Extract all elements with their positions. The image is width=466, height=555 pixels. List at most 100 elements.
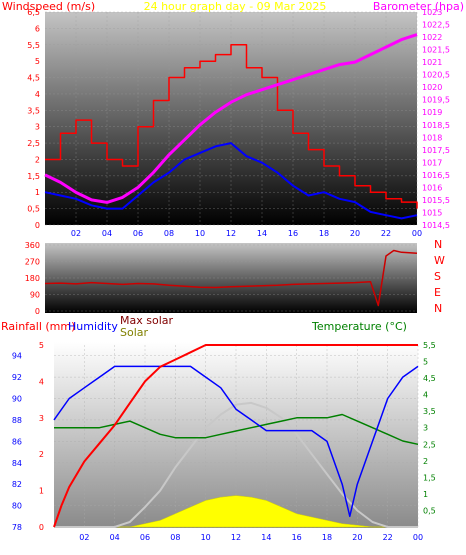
chart1-right-tick-label: 1016,5 — [422, 171, 450, 180]
chart1-x-ticks: 02 04 06 08 10 12 14 16 18 20 22 00 — [71, 229, 422, 238]
chart1-right-tick-label: 1018 — [422, 133, 442, 142]
chart1-right-tick-label: 1022,5 — [422, 21, 450, 30]
chart3-humidity-tick-label: 92 — [12, 373, 22, 382]
chart2-left-tick-label: 0 — [35, 307, 40, 316]
chart1-left-tick-label: 0 — [35, 221, 40, 230]
chart1-left-tick-label: 3,5 — [27, 106, 40, 115]
chart3-x-tick-label: 18 — [322, 533, 332, 542]
chart1-x-tick-label: 06 — [133, 229, 143, 238]
chart1-right-tick-label: 1023 — [422, 8, 442, 17]
chart1-right-tick-label: 1017 — [422, 158, 442, 167]
chart2-compass-label: E — [434, 286, 441, 299]
chart1-left-tick-label: 0,5 — [27, 205, 40, 214]
chart1-x-tick-label: 00 — [412, 229, 422, 238]
chart1-x-tick-label: 02 — [71, 229, 81, 238]
chart2-compass-label: S — [434, 270, 441, 283]
chart3-humidity-tick-label: 88 — [12, 416, 22, 425]
chart3-temperature-tick-label: 0,5 — [423, 506, 436, 515]
chart3-x-tick-label: 00 — [413, 533, 423, 542]
chart2-left-ticks: 0 90 180 270 360 — [25, 241, 40, 316]
chart3-x-tick-label: 04 — [110, 533, 120, 542]
humidity-series-line — [53, 365, 419, 518]
chart3-x-tick-label: 02 — [79, 533, 89, 542]
chart1-right-tick-label: 1017,5 — [422, 146, 450, 155]
wind-barometer-chart: Windspeed (m/s) 24 hour graph day - 09 M… — [0, 0, 466, 238]
chart3-humidity-ticks: 78 80 82 84 86 88 90 92 94 — [12, 352, 22, 532]
chart1-x-tick-label: 20 — [350, 229, 360, 238]
chart1-right-tick-label: 1019 — [422, 108, 442, 117]
chart3-temperature-tick-label: 1 — [423, 490, 428, 499]
chart1-right-tick-label: 1020,5 — [422, 71, 450, 80]
chart2-grid — [45, 244, 417, 312]
chart3-temperature-tick-label: 5,5 — [423, 341, 436, 350]
chart3-x-tick-label: 20 — [352, 533, 362, 542]
chart3-humidity-tick-label: 82 — [12, 480, 22, 489]
chart1-x-tick-label: 08 — [164, 229, 174, 238]
chart1-x-tick-label: 16 — [288, 229, 298, 238]
chart1-left-tick-label: 6 — [35, 24, 40, 33]
chart1-left-tick-label: 3 — [35, 123, 40, 132]
legend-rainfall: Rainfall (mm) — [1, 320, 75, 333]
chart1-left-tick-label: 5 — [35, 57, 40, 66]
chart3-temperature-tick-label: 3 — [423, 424, 428, 433]
chart3-humidity-tick-label: 86 — [12, 437, 22, 446]
chart3-temperature-tick-label: 5 — [423, 358, 428, 367]
gust-series-line — [45, 44, 418, 209]
chart1-right-tick-label: 1016 — [422, 183, 442, 192]
chart3-x-tick-label: 12 — [231, 533, 241, 542]
chart1-right-tick-label: 1021 — [422, 58, 442, 67]
chart1-right-tick-label: 1019,5 — [422, 96, 450, 105]
chart3-rainfall-ticks: 0 1 2 3 4 5 — [39, 341, 44, 532]
chart1-left-axis-label: Windspeed (m/s) — [2, 0, 95, 13]
chart1-left-tick-label: 5,5 — [27, 41, 40, 50]
chart3-x-tick-label: 14 — [261, 533, 271, 542]
chart3-temperature-tick-label: 4 — [423, 391, 428, 400]
chart1-x-tick-label: 22 — [381, 229, 391, 238]
chart3-x-tick-label: 10 — [201, 533, 211, 542]
chart1-left-ticks: 0 0,5 1 1,5 2 2,5 3 3,5 4 4,5 5 5,5 6 6,5 — [27, 8, 40, 230]
chart3-humidity-tick-label: 80 — [12, 502, 22, 511]
chart1-x-tick-label: 04 — [102, 229, 112, 238]
legend-temperature: Temperature (°C) — [311, 320, 407, 333]
chart3-x-tick-label: 06 — [140, 533, 150, 542]
chart2-left-tick-label: 90 — [30, 291, 40, 300]
chart3-rainfall-tick-label: 3 — [39, 414, 44, 423]
chart2-left-tick-label: 180 — [25, 274, 40, 283]
chart3-rainfall-tick-label: 2 — [39, 450, 44, 459]
chart1-series — [44, 33, 418, 220]
chart3-rainfall-tick-label: 1 — [39, 487, 44, 496]
chart1-right-tick-label: 1015 — [422, 208, 442, 217]
chart1-x-tick-label: 14 — [257, 229, 267, 238]
chart1-left-tick-label: 1,5 — [27, 172, 40, 181]
chart1-left-tick-label: 1 — [35, 188, 40, 197]
chart3-rainfall-tick-label: 0 — [39, 523, 44, 532]
chart1-right-axis-label: Barometer (hpa) — [373, 0, 464, 13]
chart2-compass-label: N — [434, 302, 442, 315]
chart3-x-tick-label: 16 — [292, 533, 302, 542]
chart3-temperature-tick-label: 4,5 — [423, 374, 436, 383]
chart2-series — [44, 249, 418, 307]
chart1-right-tick-label: 1015,5 — [422, 196, 450, 205]
chart1-left-tick-label: 2,5 — [27, 139, 40, 148]
chart3-humidity-tick-label: 90 — [12, 395, 22, 404]
chart1-left-tick-label: 4 — [35, 90, 40, 99]
chart1-right-tick-label: 1022 — [422, 33, 442, 42]
chart1-x-tick-label: 12 — [226, 229, 236, 238]
legend-solar: Solar — [120, 326, 149, 339]
rainfall-series-line — [53, 344, 418, 528]
chart3-humidity-tick-label: 94 — [12, 352, 22, 361]
chart1-left-tick-label: 4,5 — [27, 74, 40, 83]
chart3-rainfall-tick-label: 4 — [39, 377, 44, 386]
chart3-humidity-tick-label: 78 — [12, 523, 22, 532]
chart2-left-tick-label: 270 — [25, 258, 40, 267]
chart2-left-tick-label: 360 — [25, 241, 40, 250]
chart3-temperature-tick-label: 2,5 — [423, 440, 436, 449]
chart3-series — [53, 344, 419, 528]
chart1-left-tick-label: 2 — [35, 155, 40, 164]
chart2-compass-label: N — [434, 238, 442, 251]
chart1-right-tick-label: 1020 — [422, 83, 442, 92]
wind-direction-line — [44, 249, 418, 307]
